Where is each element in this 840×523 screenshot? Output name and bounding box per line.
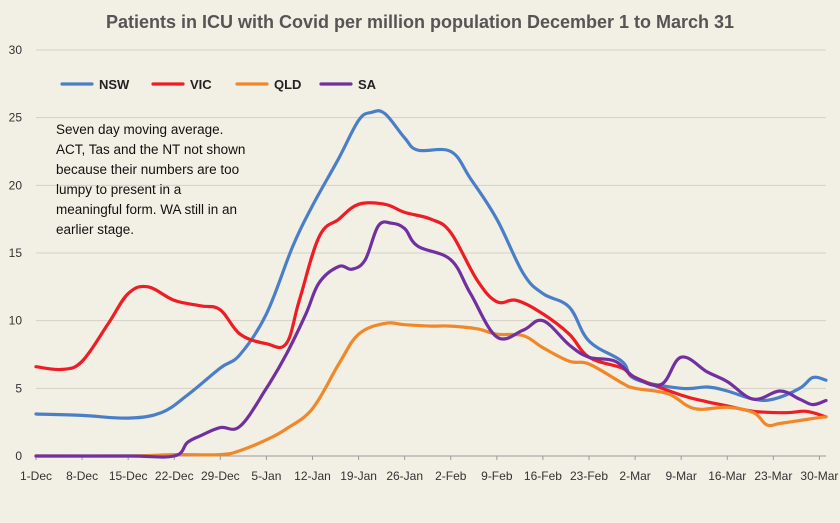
legend: NSW VIC QLD SA: [60, 77, 377, 92]
y-tick-label: 5: [15, 381, 22, 395]
series-lines: [34, 109, 828, 459]
y-tick-label: 10: [9, 314, 23, 328]
x-tick-label: 19-Jan: [340, 469, 377, 483]
x-tick-label: 5-Jan: [251, 469, 281, 483]
y-axis-ticks: 0 5 10 15 20 25 30: [9, 43, 23, 463]
x-tick-label: 29-Dec: [201, 469, 240, 483]
x-tick-label: 23-Feb: [570, 469, 608, 483]
x-tick-label: 15-Dec: [109, 469, 148, 483]
x-tick-label: 30-Mar: [800, 469, 838, 483]
legend-label-vic: VIC: [190, 77, 212, 92]
series-line-sa: [34, 220, 828, 459]
chart-title: Patients in ICU with Covid per million p…: [106, 12, 734, 32]
x-tick-label: 23-Mar: [754, 469, 792, 483]
x-tick-label: 16-Feb: [524, 469, 562, 483]
series-line-nsw: [34, 109, 828, 420]
y-tick-label: 30: [9, 43, 23, 57]
x-tick-label: 2-Mar: [619, 469, 650, 483]
annotation-line: because their numbers are too: [56, 162, 239, 177]
x-tick-label: 22-Dec: [155, 469, 194, 483]
x-tick-label: 12-Jan: [294, 469, 331, 483]
annotation-line: earlier stage.: [56, 222, 134, 237]
series-line-qld: [34, 321, 828, 458]
x-tick-label: 9-Mar: [665, 469, 696, 483]
y-tick-label: 15: [9, 246, 23, 260]
legend-label-nsw: NSW: [99, 77, 130, 92]
y-tick-label: 20: [9, 178, 23, 192]
annotation-line: lumpy to present in a: [56, 182, 182, 197]
annotation: Seven day moving average. ACT, Tas and th…: [56, 122, 245, 237]
series-line-vic: [34, 201, 828, 419]
x-tick-label: 9-Feb: [481, 469, 513, 483]
x-tick-label: 16-Mar: [708, 469, 746, 483]
x-tick-label: 26-Jan: [386, 469, 423, 483]
y-tick-label: 0: [15, 449, 22, 463]
annotation-line: ACT, Tas and the NT not shown: [56, 142, 245, 157]
legend-label-qld: QLD: [274, 77, 301, 92]
legend-label-sa: SA: [358, 77, 377, 92]
x-tick-label: 2-Feb: [435, 469, 467, 483]
annotation-line: meaningful form. WA still in an: [56, 202, 237, 217]
x-tick-label: 8-Dec: [66, 469, 98, 483]
annotation-line: Seven day moving average.: [56, 122, 223, 137]
y-tick-label: 25: [9, 111, 23, 125]
x-axis-ticks: 1-Dec 8-Dec 15-Dec 22-Dec 29-Dec 5-Jan 12-Jan 1…: [20, 456, 838, 483]
x-tick-label: 1-Dec: [20, 469, 52, 483]
